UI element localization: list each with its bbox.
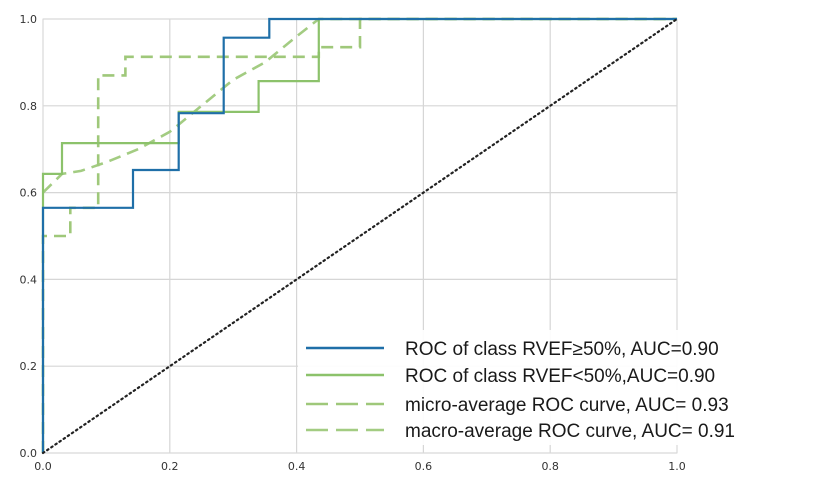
legend-label-3: macro-average ROC curve, AUC= 0.91 (405, 421, 735, 442)
x-tick-label: 0.4 (288, 460, 306, 473)
x-tick-label: 1.0 (668, 460, 686, 473)
legend-label-0: ROC of class RVEF≥50%, AUC=0.90 (405, 339, 719, 360)
x-tick-label: 0.6 (415, 460, 433, 473)
x-tick-label: 0.2 (161, 460, 179, 473)
y-tick-label: 1.0 (20, 13, 38, 26)
legend-label-1: ROC of class RVEF<50%,AUC=0.90 (405, 366, 715, 387)
y-tick-label: 0.8 (20, 100, 38, 113)
legend-label-2: micro-average ROC curve, AUC= 0.93 (405, 395, 729, 416)
y-tick-label: 0.6 (20, 187, 38, 200)
series-lines (41, 17, 679, 455)
x-tick-label: 0.8 (541, 460, 559, 473)
diagonal-reference-line (41, 17, 679, 455)
legend: ROC of class RVEF≥50%, AUC=0.90 ROC of cl… (298, 330, 813, 445)
series-line-2 (41, 17, 677, 453)
series-line-0 (41, 17, 677, 453)
x-tick-label: 0.0 (34, 460, 52, 473)
axis-ticks: 0.0 0.2 0.4 0.6 0.8 1.0 0.0 0.2 0.4 0.6 0.8 1.0 (20, 13, 686, 473)
y-tick-label: 0.2 (20, 360, 38, 373)
y-tick-label: 0.4 (20, 273, 38, 286)
y-tick-label: 0.0 (20, 447, 38, 460)
series-line-3 (42, 17, 677, 194)
series-line-1 (41, 17, 677, 453)
